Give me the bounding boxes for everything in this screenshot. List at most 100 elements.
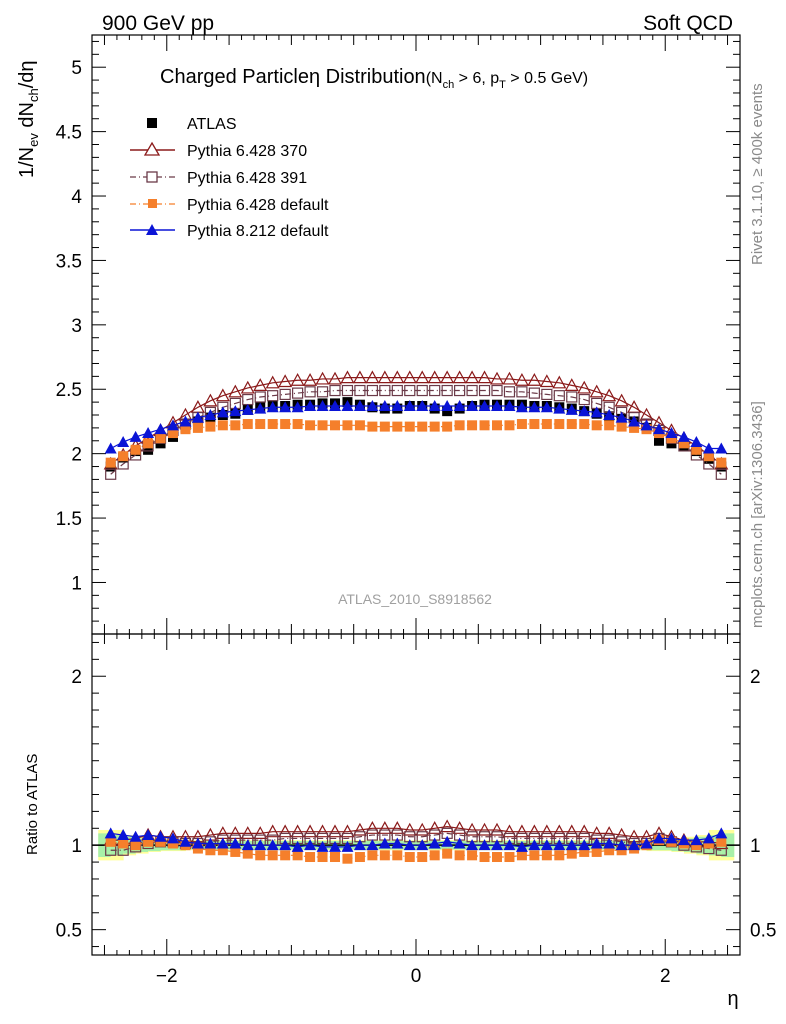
data-point-p8 <box>453 837 466 849</box>
y-axis-label-bottom: Ratio to ATLAS <box>24 754 41 855</box>
data-point-p8 <box>316 840 329 852</box>
data-point-p6def <box>392 850 403 861</box>
y-tick-label: 4 <box>71 187 82 208</box>
data-point-p8 <box>453 399 466 411</box>
y-tick-label: 3 <box>71 316 82 337</box>
data-point-p6def <box>504 852 515 863</box>
data-point-p391 <box>441 384 453 397</box>
data-point-p6def <box>292 419 303 430</box>
data-point-p391 <box>491 384 503 397</box>
data-point-p370 <box>489 822 505 836</box>
data-point-p370 <box>315 371 330 385</box>
data-point-p8 <box>677 430 690 442</box>
data-point-p391 <box>279 388 291 400</box>
data-point-p370 <box>265 375 280 389</box>
data-point-p8 <box>279 839 292 851</box>
data-point-p370 <box>552 824 567 838</box>
data-point-p8 <box>515 401 528 413</box>
data-point-p370 <box>589 384 604 398</box>
data-point-p370 <box>415 370 430 384</box>
y-tick-label-right: 2 <box>750 667 761 688</box>
data-point-p391 <box>416 384 428 397</box>
ylabel-part-a: 1/N <box>16 147 38 178</box>
data-point-p6def <box>305 420 316 431</box>
data-point-p391 <box>466 384 478 397</box>
data-point-p370 <box>440 370 455 384</box>
y-tick-label: 2 <box>71 445 82 466</box>
title-cuts-prefix: (N <box>426 70 443 87</box>
data-point-p6def <box>554 850 565 861</box>
data-point-p6def <box>143 836 154 847</box>
data-point-p8 <box>167 832 179 844</box>
data-point-p391 <box>516 386 528 398</box>
data-point-p8 <box>690 436 703 448</box>
data-point-p8 <box>603 837 616 849</box>
data-point-p8 <box>378 837 391 849</box>
data-point-p6def <box>417 852 428 863</box>
data-point-p6def <box>716 836 727 847</box>
data-point-p6def <box>230 420 241 431</box>
legend-marker-p8 <box>146 224 158 235</box>
data-point-p8 <box>329 399 341 411</box>
data-point-p8 <box>167 419 179 431</box>
data-point-p8 <box>391 837 404 849</box>
data-point-p8 <box>640 837 653 849</box>
data-point-p6def <box>591 846 602 857</box>
data-point-p370 <box>465 822 480 836</box>
data-point-p8 <box>466 839 479 851</box>
data-point-p6def <box>155 836 166 847</box>
data-point-p8 <box>241 403 254 415</box>
data-point-p8 <box>653 832 665 844</box>
data-point-p6def <box>105 836 116 847</box>
panel-frame <box>91 633 741 956</box>
data-point-p8 <box>129 830 142 842</box>
data-point-p6def <box>541 419 552 430</box>
data-point-p6def <box>217 845 228 856</box>
data-point-p370 <box>278 374 293 388</box>
mcplots-label: mcplots.cern.ch [arXiv:1306.3436] <box>749 401 766 628</box>
series-line-p370 <box>110 377 722 465</box>
data-point-p391 <box>341 384 354 397</box>
series-line-p391 <box>110 832 722 851</box>
data-point-p8 <box>117 829 130 841</box>
data-point-p8 <box>154 830 167 842</box>
data-point-p6def <box>267 419 278 430</box>
data-point-p8 <box>665 832 678 844</box>
data-point-p6def <box>716 457 727 468</box>
data-point-p8 <box>191 837 204 849</box>
legend-label-p6def: Pythia 6.428 default <box>187 197 329 214</box>
main-panel: 1 1.5 2 2.5 3 3.5 4 4.5 5 <box>56 34 741 635</box>
data-point-p370 <box>502 371 517 385</box>
data-point-p8 <box>702 832 715 844</box>
data-point-p8 <box>216 406 229 418</box>
data-point-p8 <box>279 401 292 413</box>
data-point-p391 <box>578 393 590 406</box>
data-point-p6def <box>454 850 465 861</box>
data-point-p6def <box>230 846 241 857</box>
data-point-p8 <box>491 839 503 851</box>
data-point-p391 <box>316 386 329 398</box>
data-point-p391 <box>503 386 516 398</box>
data-point-p8 <box>142 829 155 841</box>
data-point-p8 <box>565 839 578 851</box>
data-point-p370 <box>303 372 318 386</box>
data-point-p391 <box>528 387 540 399</box>
data-point-p8 <box>540 401 553 413</box>
data-point-p8 <box>391 399 404 411</box>
data-point-p6def <box>342 420 353 431</box>
data-point-p6def <box>529 850 540 861</box>
data-point-p8 <box>416 399 429 411</box>
data-point-p391 <box>541 388 553 400</box>
data-point-p391 <box>429 384 441 397</box>
title-cuts-sub2: T <box>499 79 506 91</box>
data-point-p6def <box>429 421 440 432</box>
data-point-p370 <box>602 388 617 402</box>
data-point-atlas <box>442 406 453 417</box>
data-point-p8 <box>565 403 578 415</box>
title-cuts-suffix: > 0.5 GeV) <box>506 70 588 87</box>
data-point-p8 <box>515 840 528 852</box>
data-point-p6def <box>155 433 166 444</box>
data-point-p6def <box>467 420 478 431</box>
data-point-p370 <box>527 824 542 838</box>
data-point-p370 <box>365 370 380 384</box>
